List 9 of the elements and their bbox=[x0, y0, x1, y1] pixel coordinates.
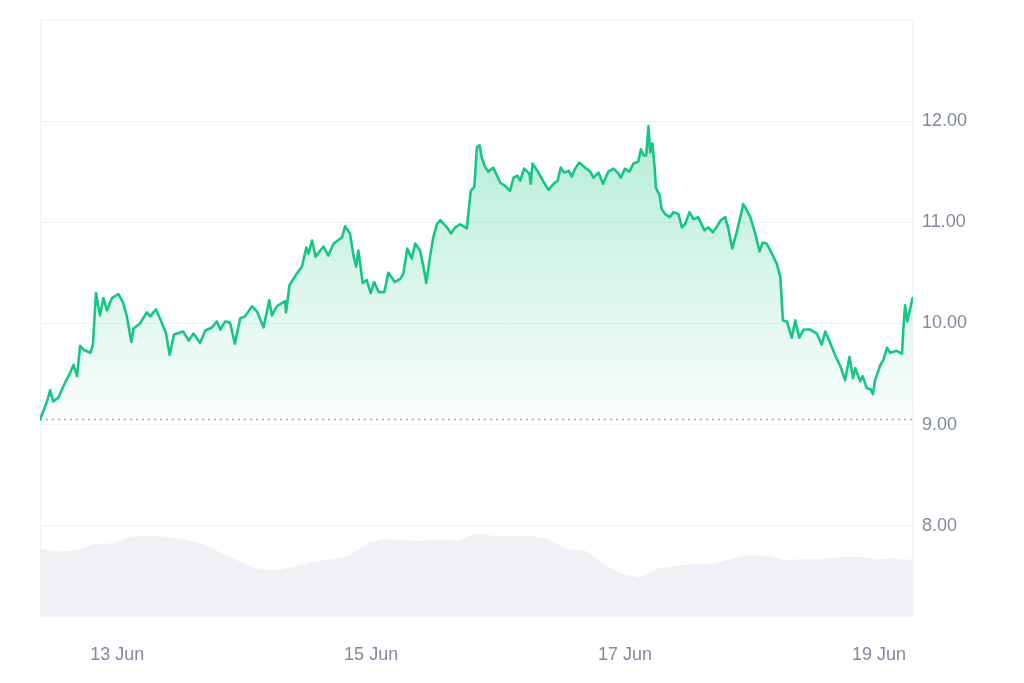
y-tick-label: 9.00 bbox=[922, 413, 958, 434]
y-tick-label: 8.00 bbox=[922, 514, 958, 535]
y-tick-label: 12.00 bbox=[922, 109, 968, 130]
x-tick-label: 13 Jun bbox=[90, 643, 145, 664]
x-tick-label: 15 Jun bbox=[344, 643, 399, 664]
y-tick-label: 11.00 bbox=[922, 211, 966, 232]
x-tick-label: 17 Jun bbox=[598, 643, 653, 664]
y-tick-label: 10.00 bbox=[922, 312, 968, 333]
x-tick-label: 19 Jun bbox=[852, 643, 907, 664]
